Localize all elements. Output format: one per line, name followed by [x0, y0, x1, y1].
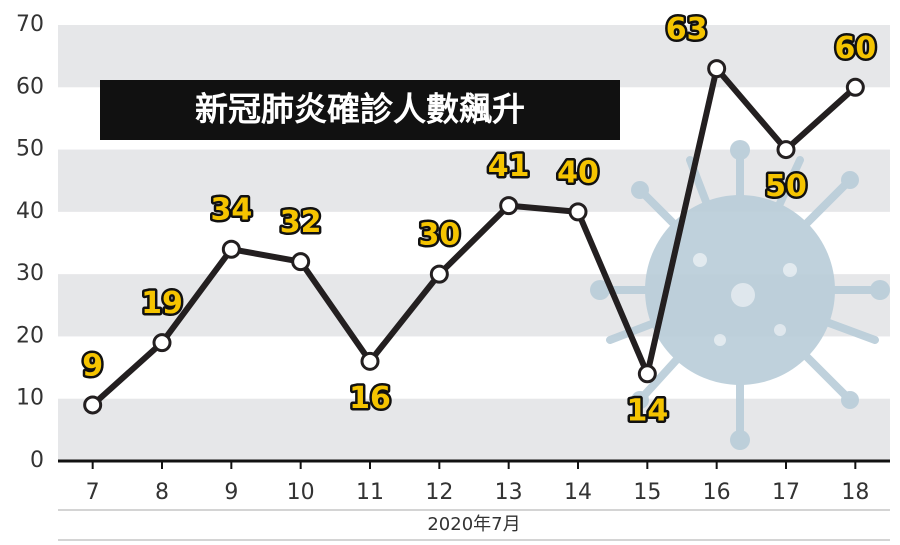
- y-tick-label: 30: [16, 261, 44, 286]
- y-tick-label: 50: [16, 137, 44, 162]
- x-axis-label: 2020年7月: [427, 514, 520, 535]
- y-tick-label: 60: [16, 74, 44, 99]
- title-box: [100, 80, 620, 140]
- data-point: [776, 140, 796, 160]
- x-tick-label: 9: [224, 480, 238, 505]
- x-tick-label: 16: [703, 480, 731, 505]
- x-tick-label: 13: [495, 480, 523, 505]
- data-point: [499, 196, 519, 216]
- data-label: 50: [765, 169, 807, 204]
- x-tick-label: 14: [564, 480, 592, 505]
- data-label: 32: [280, 205, 322, 240]
- data-label: 14: [626, 393, 668, 428]
- y-tick-label: 70: [16, 12, 44, 37]
- y-tick-label: 20: [16, 323, 44, 348]
- data-label: 63: [666, 12, 708, 47]
- x-tick-label: 12: [425, 480, 453, 505]
- grid-band: [58, 398, 890, 461]
- x-tick-label: 10: [287, 480, 315, 505]
- chart-title: 新冠肺炎確診人數飆升: [195, 90, 525, 129]
- x-tick-label: 15: [633, 480, 661, 505]
- x-tick-label: 17: [772, 480, 800, 505]
- data-label: 41: [488, 149, 530, 184]
- data-label: 9: [82, 348, 103, 383]
- data-point: [568, 202, 588, 222]
- x-tick-label: 11: [356, 480, 384, 505]
- data-line: [90, 65, 858, 408]
- grid-band: [58, 25, 890, 88]
- data-point: [221, 239, 241, 259]
- x-tick-label: 18: [841, 480, 869, 505]
- data-point: [845, 77, 865, 97]
- y-tick-label: 0: [30, 448, 44, 473]
- virus-illustration: [590, 140, 890, 450]
- data-point: [360, 351, 380, 371]
- x-tick-label: 8: [155, 480, 169, 505]
- data-point: [707, 59, 727, 79]
- data-label: 19: [141, 286, 183, 321]
- data-label: 40: [557, 155, 599, 190]
- data-label: 30: [418, 218, 460, 253]
- y-tick-label: 40: [16, 199, 44, 224]
- data-point: [291, 252, 311, 272]
- x-tick-label: 7: [86, 480, 100, 505]
- data-point: [429, 264, 449, 284]
- data-point: [637, 364, 657, 384]
- y-tick-label: 10: [16, 386, 44, 411]
- data-point: [152, 333, 172, 353]
- data-label: 60: [834, 31, 876, 66]
- data-label: 34: [210, 193, 252, 228]
- data-point: [83, 395, 103, 415]
- data-label: 16: [349, 381, 391, 416]
